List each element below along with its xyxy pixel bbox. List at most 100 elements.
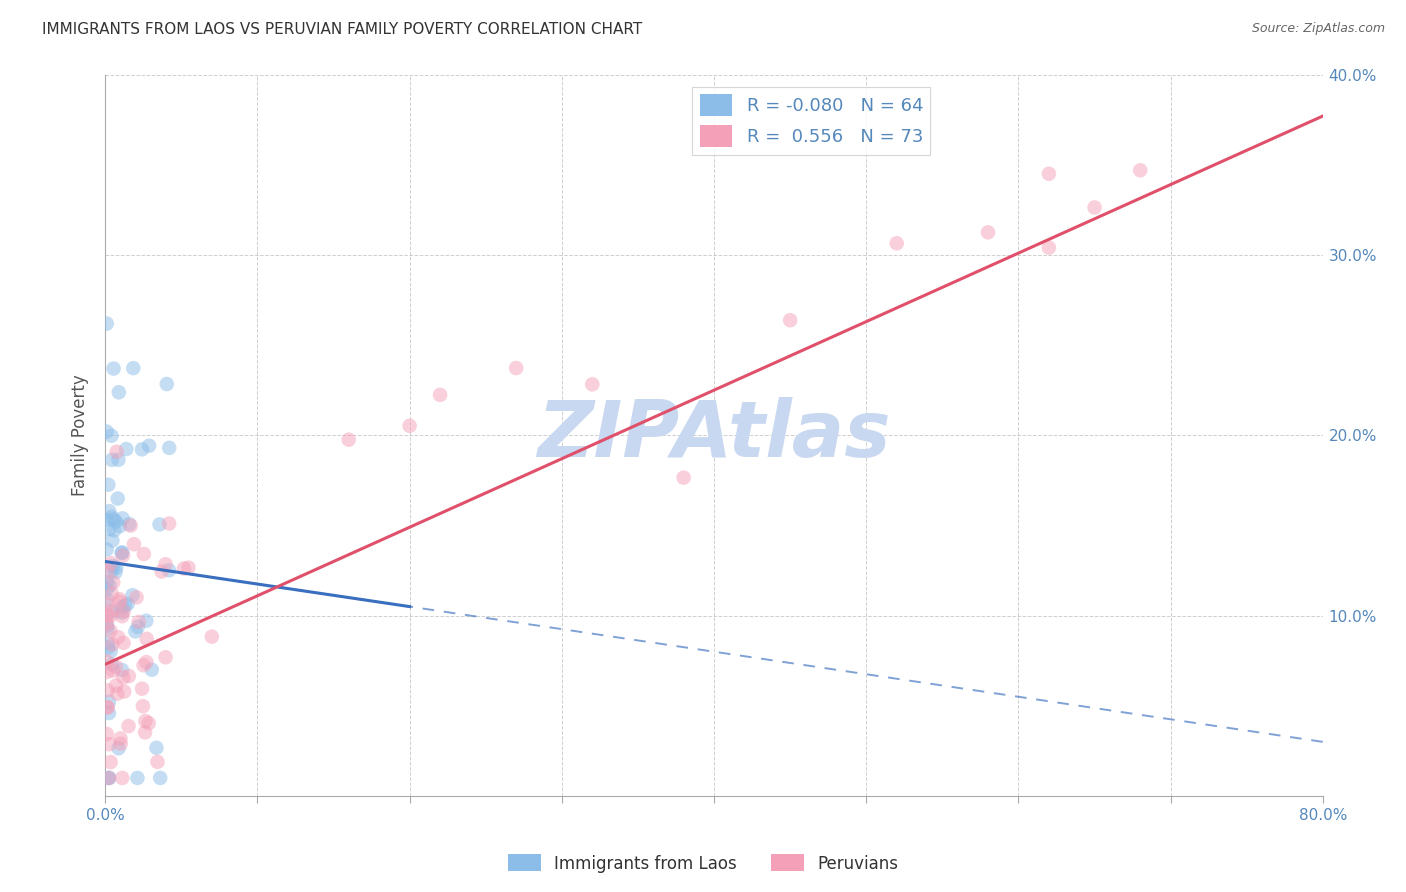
Point	[96, 582, 118, 597]
Point	[97, 636, 120, 650]
Point	[122, 361, 145, 376]
Point	[101, 637, 124, 651]
Point	[110, 731, 132, 746]
Point	[97, 522, 120, 536]
Point	[886, 236, 908, 251]
Point	[146, 755, 169, 769]
Point	[100, 755, 122, 769]
Point	[104, 515, 127, 529]
Point	[96, 700, 118, 714]
Text: IMMIGRANTS FROM LAOS VS PERUVIAN FAMILY POVERTY CORRELATION CHART: IMMIGRANTS FROM LAOS VS PERUVIAN FAMILY …	[42, 22, 643, 37]
Point	[107, 741, 129, 756]
Point	[127, 620, 149, 634]
Point	[100, 624, 122, 638]
Point	[97, 622, 120, 636]
Point	[110, 546, 132, 560]
Point	[150, 565, 173, 579]
Point	[101, 533, 124, 548]
Point	[134, 714, 156, 728]
Point	[96, 425, 118, 439]
Point	[103, 361, 125, 376]
Point	[96, 683, 118, 698]
Point	[96, 700, 118, 714]
Point	[100, 608, 122, 623]
Point	[201, 630, 224, 644]
Point	[107, 452, 129, 467]
Point	[107, 385, 129, 400]
Point	[98, 737, 121, 751]
Point	[145, 740, 167, 755]
Point	[149, 771, 172, 785]
Point	[101, 657, 124, 672]
Point	[111, 609, 134, 624]
Point	[177, 560, 200, 574]
Point	[581, 377, 603, 392]
Point	[96, 575, 118, 590]
Point	[111, 606, 134, 620]
Point	[105, 679, 128, 693]
Point	[112, 636, 135, 650]
Point	[111, 545, 134, 559]
Point	[1038, 241, 1060, 255]
Point	[157, 563, 180, 577]
Legend: R = -0.080   N = 64, R =  0.556   N = 73: R = -0.080 N = 64, R = 0.556 N = 73	[692, 87, 931, 154]
Point	[124, 624, 146, 639]
Point	[977, 225, 1000, 239]
Point	[779, 313, 801, 327]
Point	[96, 597, 118, 611]
Point	[96, 727, 118, 741]
Point	[103, 512, 125, 526]
Point	[337, 433, 360, 447]
Point	[148, 517, 170, 532]
Point	[429, 388, 451, 402]
Point	[103, 559, 125, 574]
Point	[505, 361, 527, 376]
Point	[107, 491, 129, 506]
Point	[105, 444, 128, 458]
Point	[103, 575, 125, 590]
Point	[111, 511, 134, 525]
Point	[97, 477, 120, 491]
Legend: Immigrants from Laos, Peruvians: Immigrants from Laos, Peruvians	[501, 847, 905, 880]
Point	[111, 771, 134, 785]
Point	[104, 565, 127, 579]
Point	[100, 565, 122, 579]
Point	[105, 560, 128, 574]
Point	[132, 658, 155, 673]
Point	[107, 630, 129, 644]
Point	[122, 537, 145, 551]
Point	[96, 513, 118, 527]
Point	[131, 681, 153, 696]
Point	[97, 640, 120, 655]
Point	[96, 564, 118, 578]
Point	[1083, 201, 1105, 215]
Point	[117, 719, 139, 733]
Point	[128, 615, 150, 629]
Point	[108, 595, 131, 609]
Point	[101, 587, 124, 601]
Point	[398, 418, 420, 433]
Point	[115, 442, 138, 456]
Point	[155, 558, 177, 572]
Point	[135, 632, 157, 646]
Point	[132, 547, 155, 561]
Point	[112, 549, 135, 563]
Point	[96, 616, 118, 631]
Point	[98, 771, 121, 785]
Point	[155, 650, 177, 665]
Point	[112, 670, 135, 684]
Point	[105, 660, 128, 674]
Point	[138, 439, 160, 453]
Point	[108, 592, 131, 607]
Point	[135, 655, 157, 669]
Point	[156, 377, 179, 392]
Point	[138, 716, 160, 731]
Point	[125, 591, 148, 605]
Point	[103, 524, 125, 538]
Point	[96, 654, 118, 668]
Point	[101, 453, 124, 467]
Text: Source: ZipAtlas.com: Source: ZipAtlas.com	[1251, 22, 1385, 36]
Point	[108, 519, 131, 533]
Point	[157, 516, 180, 531]
Point	[96, 618, 118, 632]
